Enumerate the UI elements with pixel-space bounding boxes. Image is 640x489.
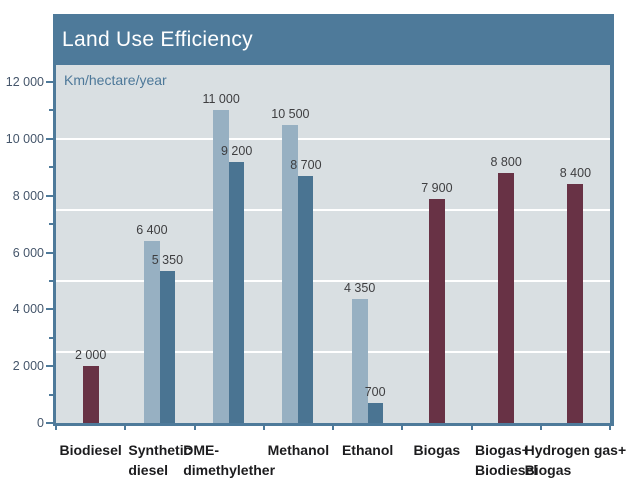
- gridline-2500: [56, 350, 610, 353]
- category-label-line: Hydrogen gas+: [524, 442, 627, 458]
- category-label-line: Biogas: [524, 462, 572, 478]
- category-label-lines: Biogas: [414, 440, 461, 460]
- category-label-hydrogen-gas-biogas: Hydrogen gas+ Biogas: [513, 440, 637, 480]
- category-label-biodiesel: Biodiesel: [29, 440, 153, 460]
- category-label-dme-dimethylether: DME-dimethylether: [167, 440, 291, 480]
- y-major-tick-2000: [46, 365, 53, 368]
- bar-hydrogen-gas-biogas-value-label: 8 400: [559, 166, 592, 181]
- category-label-methanol: Methanol: [236, 440, 360, 460]
- category-label-line: dimethylether: [183, 462, 276, 478]
- category-label-ethanol: Ethanol: [306, 440, 430, 460]
- y-minor-tick-7000: [49, 223, 53, 226]
- chart-title: Land Use Efficiency: [62, 27, 253, 51]
- chart-header: Land Use Efficiency: [53, 14, 614, 65]
- gridline-5000: [56, 279, 610, 282]
- y-axis-unit-label: Km/hectare/year: [64, 72, 167, 88]
- y-major-tick-12000: [46, 81, 53, 84]
- y-minor-tick-9000: [49, 166, 53, 169]
- bar-methanol-1: [282, 124, 299, 423]
- y-minor-tick-11000: [49, 109, 53, 112]
- bar-methanol-1-value-label: 10 500: [271, 106, 310, 121]
- bar-biogas-biodiesel: [498, 172, 515, 423]
- bar-biogas-value-label: 7 900: [421, 180, 453, 195]
- category-label-line: Biogas+: [475, 442, 530, 458]
- y-tick-label-0: 0: [37, 416, 44, 430]
- x-tick-5: [401, 426, 404, 430]
- bar-ethanol-1: [351, 299, 368, 423]
- category-label-line: Ethanol: [341, 442, 394, 458]
- x-tick-3: [262, 426, 265, 430]
- y-major-tick-10000: [46, 137, 53, 140]
- y-minor-tick-1000: [49, 393, 53, 396]
- bar-dme-dimethylether-1-value-label: 11 000: [202, 92, 240, 107]
- category-label-lines: DME-dimethylether: [183, 440, 275, 480]
- bar-biodiesel: [82, 366, 99, 423]
- category-label-line: diesel: [128, 462, 169, 478]
- bar-synthetic-diesel-2: [159, 271, 175, 423]
- category-label-line: Biogas: [413, 442, 461, 458]
- category-label-lines: Hydrogen gas+ Biogas: [525, 440, 627, 480]
- bar-dme-dimethylether-2: [229, 161, 245, 423]
- category-label-line: Methanol: [267, 442, 330, 458]
- category-label-biogas-biodiesel: Biogas+ Biodiesel: [444, 440, 568, 480]
- bar-biogas: [428, 198, 445, 423]
- bar-biogas-biodiesel-value-label: 8 800: [490, 154, 522, 169]
- y-tick-label-4000: 4 000: [12, 302, 44, 317]
- y-tick-label-6000: 6 000: [12, 245, 44, 260]
- bar-methanol-2: [298, 175, 314, 423]
- x-tick-0: [55, 426, 57, 430]
- category-label-lines: Biodiesel: [60, 440, 122, 460]
- bar-dme-dimethylether-2-value-label: 9 200: [220, 143, 253, 158]
- x-tick-1: [124, 426, 127, 430]
- category-label-line: Biodiesel: [475, 462, 538, 478]
- y-minor-tick-3000: [49, 336, 53, 339]
- bar-methanol-2-value-label: 8 700: [290, 157, 322, 172]
- y-major-tick-6000: [46, 251, 53, 254]
- category-label-line: Synthetic: [128, 442, 192, 458]
- x-tick-8: [609, 426, 611, 430]
- y-major-tick-4000: [46, 308, 53, 311]
- bar-synthetic-diesel-1: [143, 241, 160, 423]
- y-tick-label-8000: 8 000: [12, 188, 44, 203]
- x-tick-2: [193, 426, 196, 430]
- bar-ethanol-1-value-label: 4 350: [343, 281, 376, 296]
- bar-hydrogen-gas-biogas: [567, 184, 584, 423]
- y-tick-label-10000: 10 000: [5, 131, 44, 146]
- gridline-7500: [56, 208, 610, 211]
- y-major-tick-0: [46, 422, 53, 424]
- plot-area: Km/hectare/year 2 000 6 400 5 350 11 000 9 2…: [53, 65, 614, 426]
- category-label-lines: Synthetic diesel: [128, 440, 191, 480]
- y-tick-label-12000: 12 000: [5, 75, 44, 90]
- y-minor-tick-5000: [49, 279, 53, 282]
- bar-synthetic-diesel-1-value-label: 6 400: [136, 223, 168, 238]
- x-tick-6: [470, 426, 473, 430]
- category-label-line: DME-: [183, 442, 219, 458]
- bar-ethanol-2-value-label: 700: [364, 385, 386, 400]
- y-major-tick-8000: [46, 194, 53, 197]
- x-tick-4: [332, 426, 334, 430]
- y-tick-label-2000: 2 000: [12, 359, 44, 374]
- bar-biodiesel-value-label: 2 000: [74, 348, 107, 363]
- bar-ethanol-2: [367, 403, 383, 423]
- category-label-biogas: Biogas: [375, 440, 499, 460]
- gridline-10000: [56, 137, 610, 140]
- category-label-line: Biodiesel: [59, 442, 122, 458]
- category-label-synthetic-diesel: Synthetic diesel: [98, 440, 222, 480]
- plot-inner: Km/hectare/year 2 000 6 400 5 350 11 000 9 2…: [56, 65, 610, 423]
- bar-dme-dimethylether-1: [213, 110, 230, 423]
- category-label-lines: Biogas+ Biodiesel: [475, 440, 537, 480]
- category-label-lines: Ethanol: [342, 440, 393, 460]
- category-label-lines: Methanol: [268, 440, 329, 460]
- bar-synthetic-diesel-2-value-label: 5 350: [151, 253, 184, 267]
- x-tick-7: [539, 426, 542, 430]
